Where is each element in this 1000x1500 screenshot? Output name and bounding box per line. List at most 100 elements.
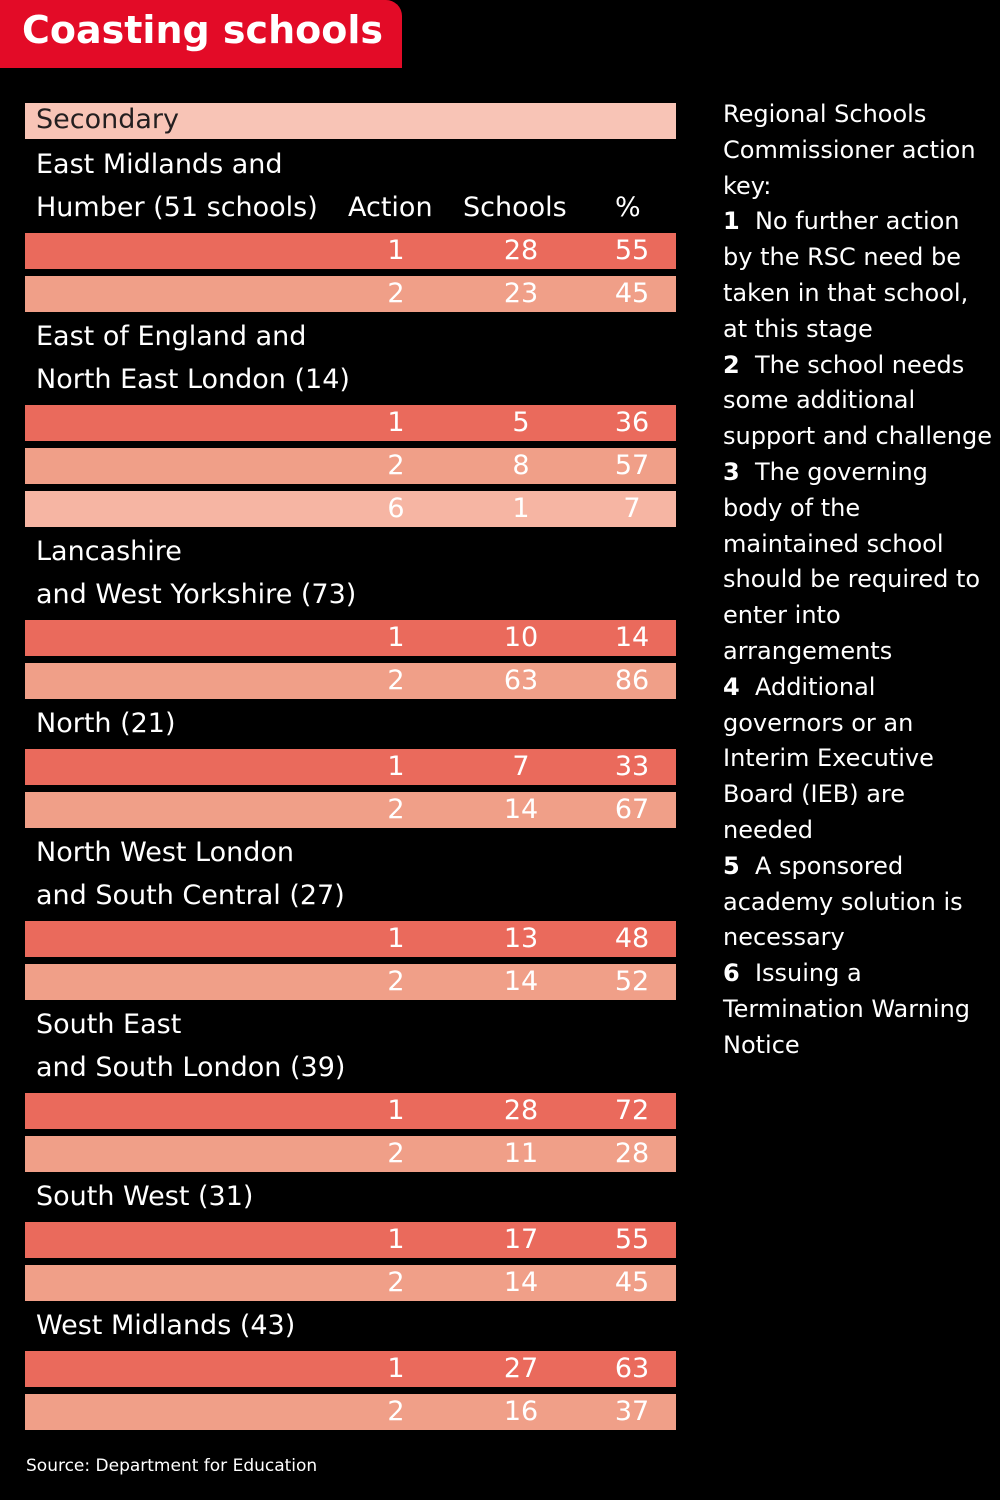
cell-action: 2 — [387, 278, 405, 309]
cell-percent: 86 — [614, 665, 650, 696]
source-note: Source: Department for Education — [26, 1456, 318, 1476]
cell-action: 6 — [387, 493, 405, 524]
table-row: 2 63 86 — [25, 663, 676, 699]
cell-percent: 45 — [614, 1267, 650, 1298]
action-key: Regional Schools Commissioner action key… — [723, 97, 993, 1064]
cell-percent: 72 — [614, 1095, 650, 1126]
cell-percent: 45 — [614, 278, 650, 309]
cell-action: 1 — [387, 235, 405, 266]
table-row: 2 14 67 — [25, 792, 676, 828]
key-item: 4 Additional governors or an Interim Exe… — [723, 670, 993, 849]
cell-action: 1 — [387, 1095, 405, 1126]
table-row: 1 7 33 — [25, 749, 676, 785]
table-row: 1 5 36 — [25, 405, 676, 441]
cell-percent: 55 — [614, 1224, 650, 1255]
cell-schools: 8 — [512, 450, 530, 481]
key-items: 1 No further action by the RSC need be t… — [723, 204, 993, 1063]
cell-schools: 14 — [503, 794, 539, 825]
key-heading: Regional Schools Commissioner action key… — [723, 100, 976, 200]
cell-action: 1 — [387, 751, 405, 782]
key-item: 6 Issuing a Termination Warning Notice — [723, 956, 993, 1063]
cell-action: 1 — [387, 407, 405, 438]
region-name: Lancashire — [36, 536, 182, 567]
cell-percent: 48 — [614, 923, 650, 954]
cell-action: 2 — [387, 1267, 405, 1298]
cell-action: 1 — [387, 622, 405, 653]
table-row: 2 8 57 — [25, 448, 676, 484]
key-item-number: 1 — [723, 207, 740, 236]
cell-schools: 27 — [503, 1353, 539, 1384]
key-item-text: Additional governors or an Interim Execu… — [723, 672, 934, 844]
key-item-text: No further action by the RSC need be tak… — [723, 207, 969, 343]
table-row: 1 17 55 — [25, 1222, 676, 1258]
title-banner: Coasting schools — [0, 0, 402, 68]
cell-percent: 67 — [614, 794, 650, 825]
table-row: 2 14 45 — [25, 1265, 676, 1301]
cell-percent: 57 — [614, 450, 650, 481]
region-name: North (21) — [36, 708, 176, 739]
region-name: and South London (39) — [36, 1052, 346, 1083]
cell-percent: 63 — [614, 1353, 650, 1384]
cell-schools: 7 — [512, 751, 530, 782]
key-item-text: The governing body of the maintained sch… — [723, 457, 981, 665]
cell-schools: 63 — [503, 665, 539, 696]
key-item: 1 No further action by the RSC need be t… — [723, 204, 993, 347]
section-header: Secondary — [25, 103, 676, 139]
cell-schools: 14 — [503, 1267, 539, 1298]
cell-percent: 36 — [614, 407, 650, 438]
cell-schools: 28 — [503, 235, 539, 266]
table-row: 2 14 52 — [25, 964, 676, 1000]
table-row: 2 16 37 — [25, 1394, 676, 1430]
key-item-number: 3 — [723, 457, 740, 486]
cell-schools: 14 — [503, 966, 539, 997]
cell-schools: 16 — [503, 1396, 539, 1427]
table-row: 1 13 48 — [25, 921, 676, 957]
region-name: South East — [36, 1009, 182, 1040]
key-item-number: 5 — [723, 851, 740, 880]
table-row: 2 11 28 — [25, 1136, 676, 1172]
region-name: South West (31) — [36, 1181, 254, 1212]
table-row: 1 27 63 — [25, 1351, 676, 1387]
cell-percent: 14 — [614, 622, 650, 653]
key-item: 3 The governing body of the maintained s… — [723, 455, 993, 670]
region-name: and West Yorkshire (73) — [36, 579, 357, 610]
cell-action: 2 — [387, 1396, 405, 1427]
key-item-number: 4 — [723, 672, 740, 701]
cell-action: 1 — [387, 1224, 405, 1255]
cell-action: 2 — [387, 794, 405, 825]
cell-schools: 13 — [503, 923, 539, 954]
key-item: 5 A sponsored academy solution is necess… — [723, 849, 993, 956]
cell-action: 1 — [387, 923, 405, 954]
cell-percent: 52 — [614, 966, 650, 997]
cell-schools: 1 — [512, 493, 530, 524]
chart-title: Coasting schools — [22, 8, 383, 52]
cell-action: 2 — [387, 665, 405, 696]
table-row: 2 23 45 — [25, 276, 676, 312]
cell-percent: 28 — [614, 1138, 650, 1169]
region-name: East of England and — [36, 321, 307, 352]
column-header-schools: Schools — [463, 192, 567, 223]
key-item-text: Issuing a Termination Warning Notice — [723, 959, 971, 1059]
key-item: 2 The school needs some additional suppo… — [723, 348, 993, 455]
cell-action: 2 — [387, 1138, 405, 1169]
cell-schools: 23 — [503, 278, 539, 309]
key-item-text: A sponsored academy solution is necessar… — [723, 851, 963, 952]
cell-action: 2 — [387, 450, 405, 481]
table-row: 1 10 14 — [25, 620, 676, 656]
region-name: North East London (14) — [36, 364, 350, 395]
cell-action: 2 — [387, 966, 405, 997]
table-row: 6 1 7 — [25, 491, 676, 527]
key-item-number: 6 — [723, 959, 740, 988]
column-header-percent: % — [615, 192, 641, 223]
table-row: 1 28 72 — [25, 1093, 676, 1129]
cell-percent: 7 — [623, 493, 641, 524]
region-name: East Midlands and — [36, 149, 283, 180]
column-header-action: Action — [348, 192, 433, 223]
cell-schools: 28 — [503, 1095, 539, 1126]
cell-schools: 17 — [503, 1224, 539, 1255]
cell-schools: 10 — [503, 622, 539, 653]
region-name: West Midlands (43) — [36, 1310, 296, 1341]
table-row: 1 28 55 — [25, 233, 676, 269]
key-item-number: 2 — [723, 350, 740, 379]
cell-schools: 5 — [512, 407, 530, 438]
